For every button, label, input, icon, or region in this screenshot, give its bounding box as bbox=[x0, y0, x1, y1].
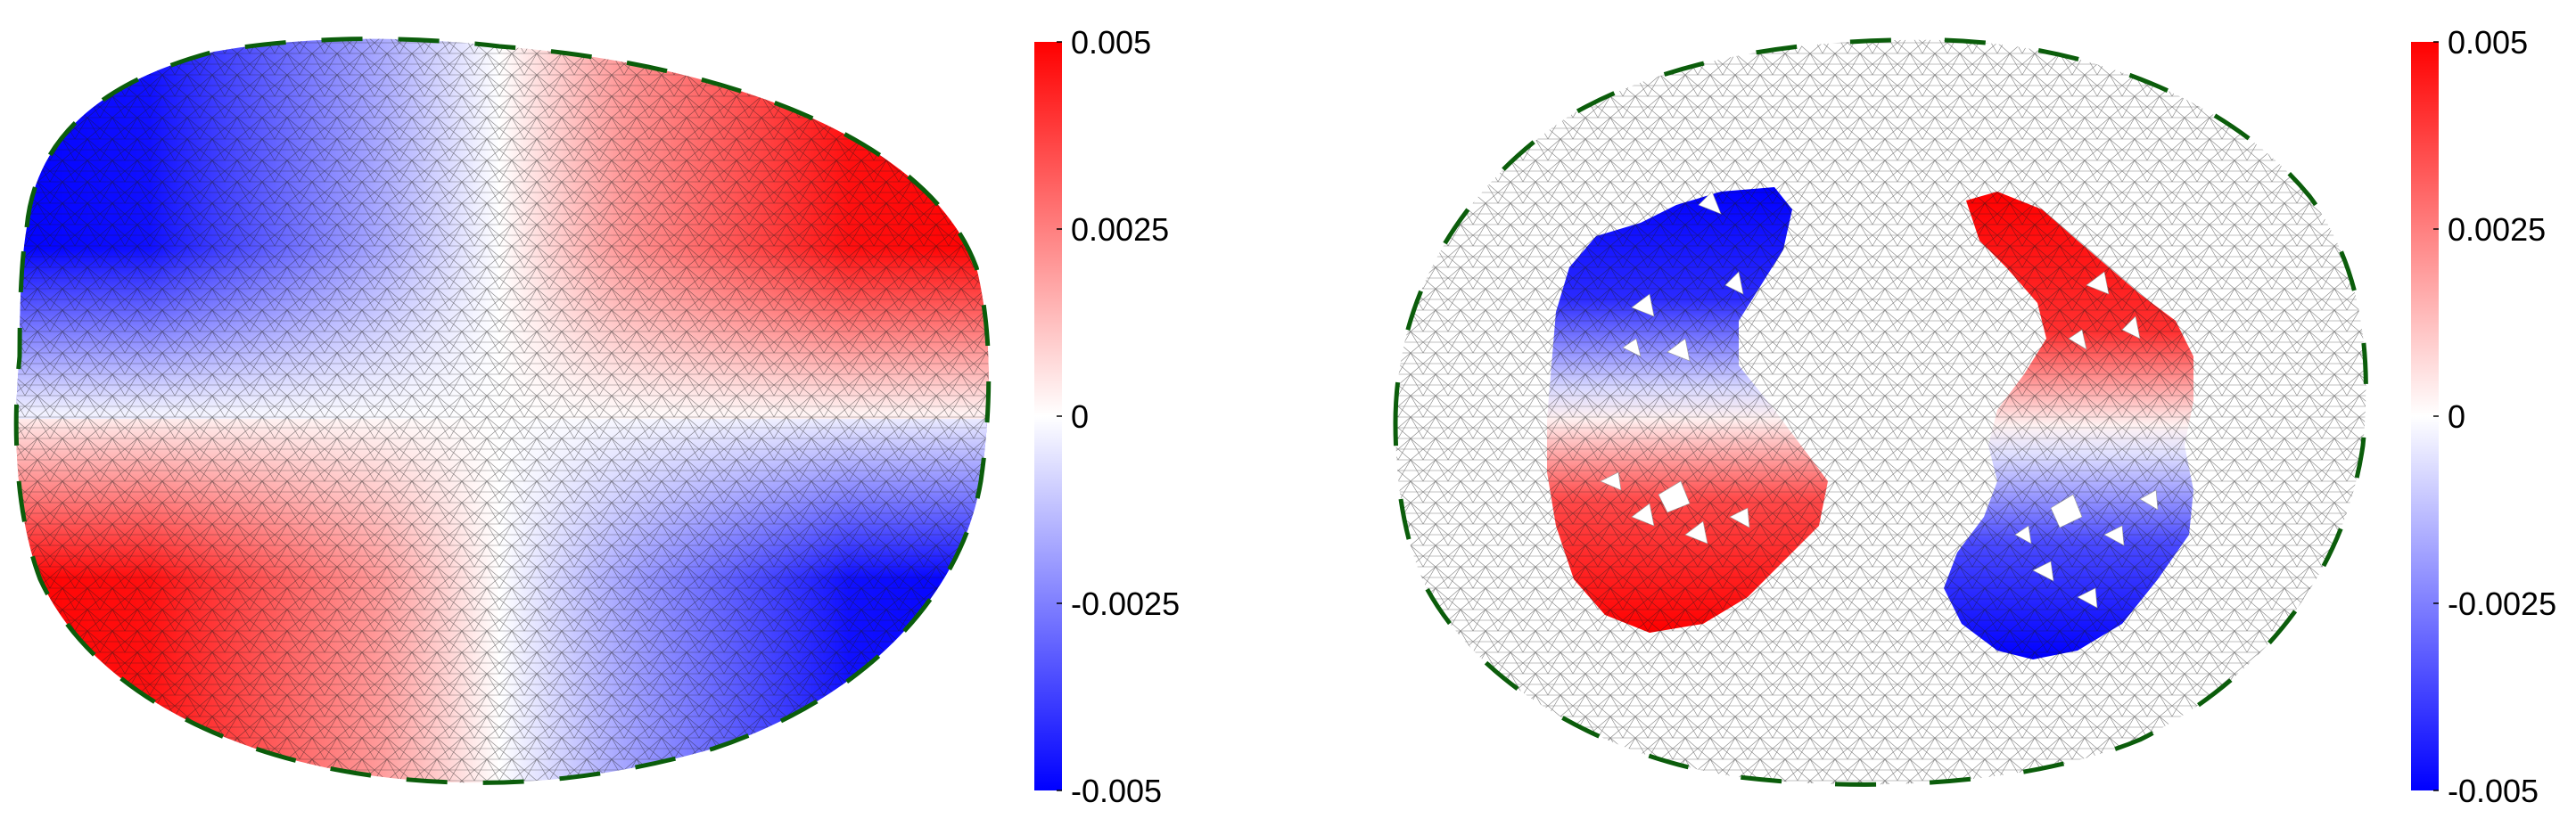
right-mesh-area bbox=[1395, 39, 2366, 785]
colorbar-tick-label: 0.005 bbox=[1071, 24, 1151, 61]
left-panel bbox=[0, 0, 999, 827]
colorbar-tick-label: 0.0025 bbox=[2448, 211, 2546, 248]
right-right-lobe bbox=[1944, 192, 2193, 659]
left-field bbox=[16, 38, 989, 783]
right-left-lobe bbox=[1547, 187, 1828, 633]
left-colorbar-ticks: 0.005 0.0025 0 -0.0025 -0.005 bbox=[1057, 24, 1180, 809]
colorbar-tick-label: -0.0025 bbox=[2448, 585, 2556, 622]
colorbar-tick-label: -0.005 bbox=[1071, 773, 1162, 809]
colorbar-tick-label: 0.005 bbox=[2448, 24, 2528, 61]
right-colorbar-ticks: 0.005 0.0025 0 -0.0025 -0.005 bbox=[2433, 24, 2556, 809]
left-lobe-holes bbox=[1600, 191, 1750, 545]
right-panel bbox=[1373, 0, 2390, 827]
colorbar-tick-label: 0 bbox=[1071, 398, 1089, 435]
colorbar-tick-label: 0 bbox=[2448, 398, 2465, 435]
colorbar-tick-label: -0.0025 bbox=[1071, 585, 1180, 622]
left-colorbar: 0.005 0.0025 0 -0.0025 -0.005 bbox=[1034, 24, 1180, 809]
colorbar-tick-label: 0.0025 bbox=[1071, 211, 1169, 248]
right-colorbar: 0.005 0.0025 0 -0.0025 -0.005 bbox=[2411, 24, 2556, 809]
colorbar-tick-label: -0.005 bbox=[2448, 773, 2539, 809]
right-lobe-holes bbox=[2014, 271, 2159, 609]
